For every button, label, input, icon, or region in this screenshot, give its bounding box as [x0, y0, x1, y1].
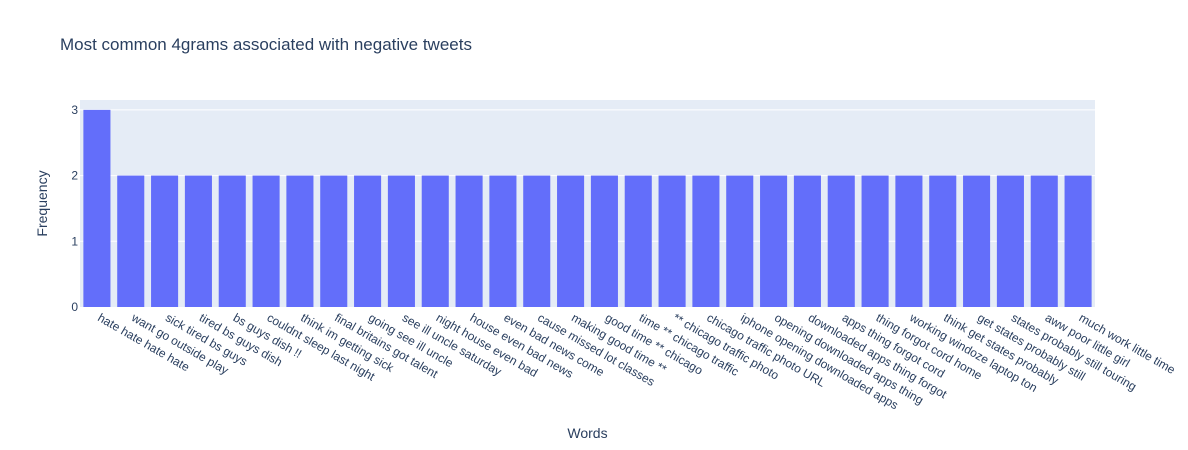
bar[interactable]: [1030, 175, 1058, 307]
bar[interactable]: [354, 175, 382, 307]
bar[interactable]: [489, 175, 517, 307]
bar[interactable]: [218, 175, 246, 307]
bar[interactable]: [320, 175, 348, 307]
bar[interactable]: [963, 175, 991, 307]
bar[interactable]: [421, 175, 449, 307]
bar[interactable]: [827, 175, 855, 307]
bar[interactable]: [83, 109, 111, 307]
bar[interactable]: [861, 175, 889, 307]
bar[interactable]: [895, 175, 923, 307]
bar[interactable]: [151, 175, 179, 307]
bar[interactable]: [793, 175, 821, 307]
bar[interactable]: [1064, 175, 1092, 307]
chart-title: Most common 4grams associated with negat…: [60, 35, 472, 54]
bar[interactable]: [658, 175, 686, 307]
bar[interactable]: [523, 175, 551, 307]
bar[interactable]: [184, 175, 212, 307]
bar[interactable]: [387, 175, 415, 307]
bar[interactable]: [117, 175, 145, 307]
bar[interactable]: [455, 175, 483, 307]
bar[interactable]: [726, 175, 754, 307]
bar[interactable]: [996, 175, 1024, 307]
bar[interactable]: [929, 175, 957, 307]
bar[interactable]: [624, 175, 652, 307]
bar[interactable]: [557, 175, 585, 307]
y-axis-title: Frequency: [34, 170, 50, 236]
bars: [83, 109, 1092, 307]
plot-area: [80, 100, 1095, 307]
y-tick-label: 2: [71, 169, 78, 183]
bar[interactable]: [692, 175, 720, 307]
bar[interactable]: [252, 175, 280, 307]
x-axis-title: Words: [567, 425, 607, 441]
y-tick-labels: 0 1 2 3: [71, 103, 78, 314]
bar[interactable]: [590, 175, 618, 307]
y-tick-label: 0: [71, 300, 78, 314]
y-gridlines: [80, 109, 1095, 242]
y-tick-label: 1: [71, 234, 78, 248]
bar[interactable]: [760, 175, 788, 307]
bar[interactable]: [286, 175, 314, 307]
y-tick-label: 3: [71, 103, 78, 117]
